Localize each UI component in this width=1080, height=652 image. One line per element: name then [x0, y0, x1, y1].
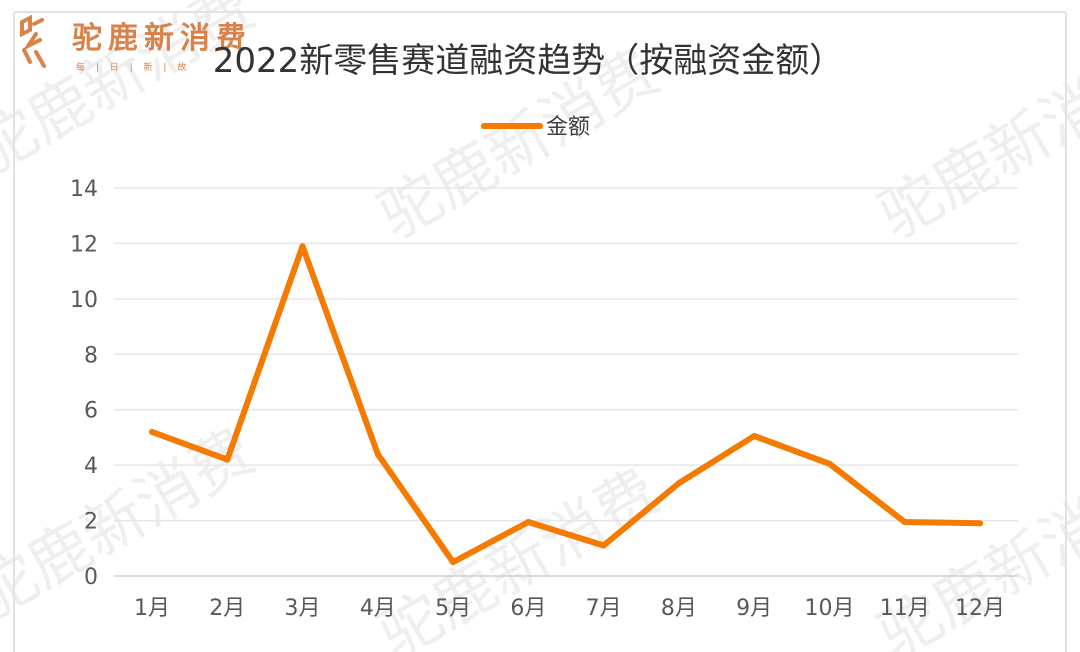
data-point — [977, 520, 983, 527]
data-point — [600, 542, 607, 549]
x-tick-label: 3月 — [285, 596, 321, 621]
y-tick-label: 8 — [84, 343, 98, 368]
chart-frame — [13, 11, 1067, 652]
x-axis: 1月 2月 3月 4月 5月 6月 7月 8月 9月 10月 11月 12月 — [134, 596, 1005, 621]
x-tick-label: 7月 — [586, 596, 622, 621]
y-tick-label: 12 — [70, 232, 98, 257]
y-tick-label: 4 — [84, 454, 98, 479]
data-point — [525, 518, 532, 525]
x-tick-label: 5月 — [435, 596, 471, 621]
watermark-text: 驼鹿新消费 — [866, 35, 1080, 253]
data-point — [675, 480, 682, 487]
data-point — [450, 559, 457, 566]
logo-tagline: 每 | 日 | 新 | 故 — [76, 61, 190, 73]
y-tick-label: 6 — [84, 399, 98, 424]
data-point — [751, 433, 758, 440]
x-tick-label: 8月 — [661, 596, 697, 621]
watermark-text: 驼鹿新消费 — [366, 455, 671, 652]
y-tick-label: 0 — [84, 565, 98, 590]
x-tick-label: 2月 — [209, 596, 245, 621]
y-tick-label: 10 — [70, 288, 98, 313]
data-point — [224, 456, 231, 463]
x-tick-label: 12月 — [955, 596, 1005, 621]
data-point — [826, 460, 833, 467]
x-tick-label: 11月 — [880, 596, 930, 621]
chart-legend: 金额 — [481, 115, 590, 140]
series-line — [149, 243, 983, 566]
watermark-text: 驼鹿新消费 — [866, 455, 1080, 652]
x-tick-label: 10月 — [804, 596, 854, 621]
chart-title: 2022新零售赛道融资趋势（按融资金额） — [213, 41, 844, 81]
y-tick-label: 14 — [70, 177, 98, 202]
y-tick-label: 2 — [84, 510, 98, 535]
logo-text: 驼鹿新消费 — [72, 21, 252, 56]
brand-logo: 驼鹿新消费 每 | 日 | 新 | 故 — [20, 14, 252, 73]
x-tick-label: 9月 — [736, 596, 772, 621]
data-point — [374, 451, 381, 458]
data-point — [149, 428, 155, 435]
series-layer — [149, 243, 983, 566]
logo-mark-icon — [20, 14, 46, 68]
x-tick-label: 6月 — [510, 596, 546, 621]
x-tick-label: 4月 — [360, 596, 396, 621]
data-point — [901, 518, 908, 525]
y-axis: 0 2 4 6 8 10 12 14 — [70, 177, 98, 590]
legend-label: 金额 — [546, 115, 590, 140]
data-point — [299, 243, 306, 250]
x-tick-label: 1月 — [134, 596, 170, 621]
